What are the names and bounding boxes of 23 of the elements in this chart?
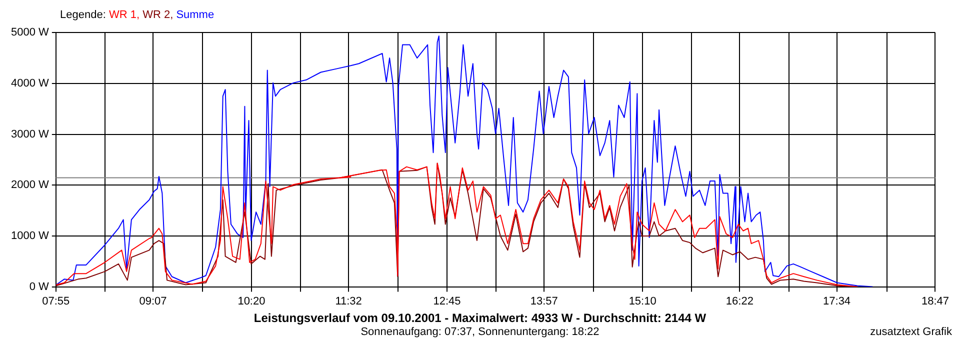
y-tick-label: 5000 W <box>10 26 50 39</box>
text: Leistungsverlauf vom 09.10.2001 - Maximalwert: 4933 W - Durchschnitt: 2144 W <box>252 311 708 325</box>
text: WR 2, <box>142 9 174 21</box>
x-tick-label: 18:47 <box>921 295 949 308</box>
x-tick-label: 07:55 <box>42 295 70 308</box>
y-tick-label: 3000 W <box>10 128 50 140</box>
y-tick-label: 4000 W <box>10 77 50 90</box>
text: zusatztext Grafik <box>870 325 952 339</box>
x-tick-label: 13:57 <box>530 295 558 308</box>
y-tick-label: 1000 W <box>10 230 50 242</box>
x-tick-label: 10:20 <box>238 295 266 308</box>
text: Summe <box>176 9 214 21</box>
x-tick-label: 15:10 <box>628 295 656 308</box>
y-tick-label: 0 W <box>29 280 50 293</box>
text: WR 1, <box>108 9 140 21</box>
x-tick-label: 16:22 <box>726 295 754 308</box>
x-tick-label: 09:07 <box>139 295 167 308</box>
text: Sonnenaufgang: 07:37, Sonnenuntergang: 18:22 <box>360 326 600 338</box>
y-tick-label: 2000 W <box>10 179 50 192</box>
x-tick-label: 12:45 <box>433 295 461 308</box>
x-tick-label: 11:32 <box>335 295 362 308</box>
x-tick-label: 17:34 <box>823 295 851 308</box>
legend-title: Legende: <box>60 9 107 21</box>
